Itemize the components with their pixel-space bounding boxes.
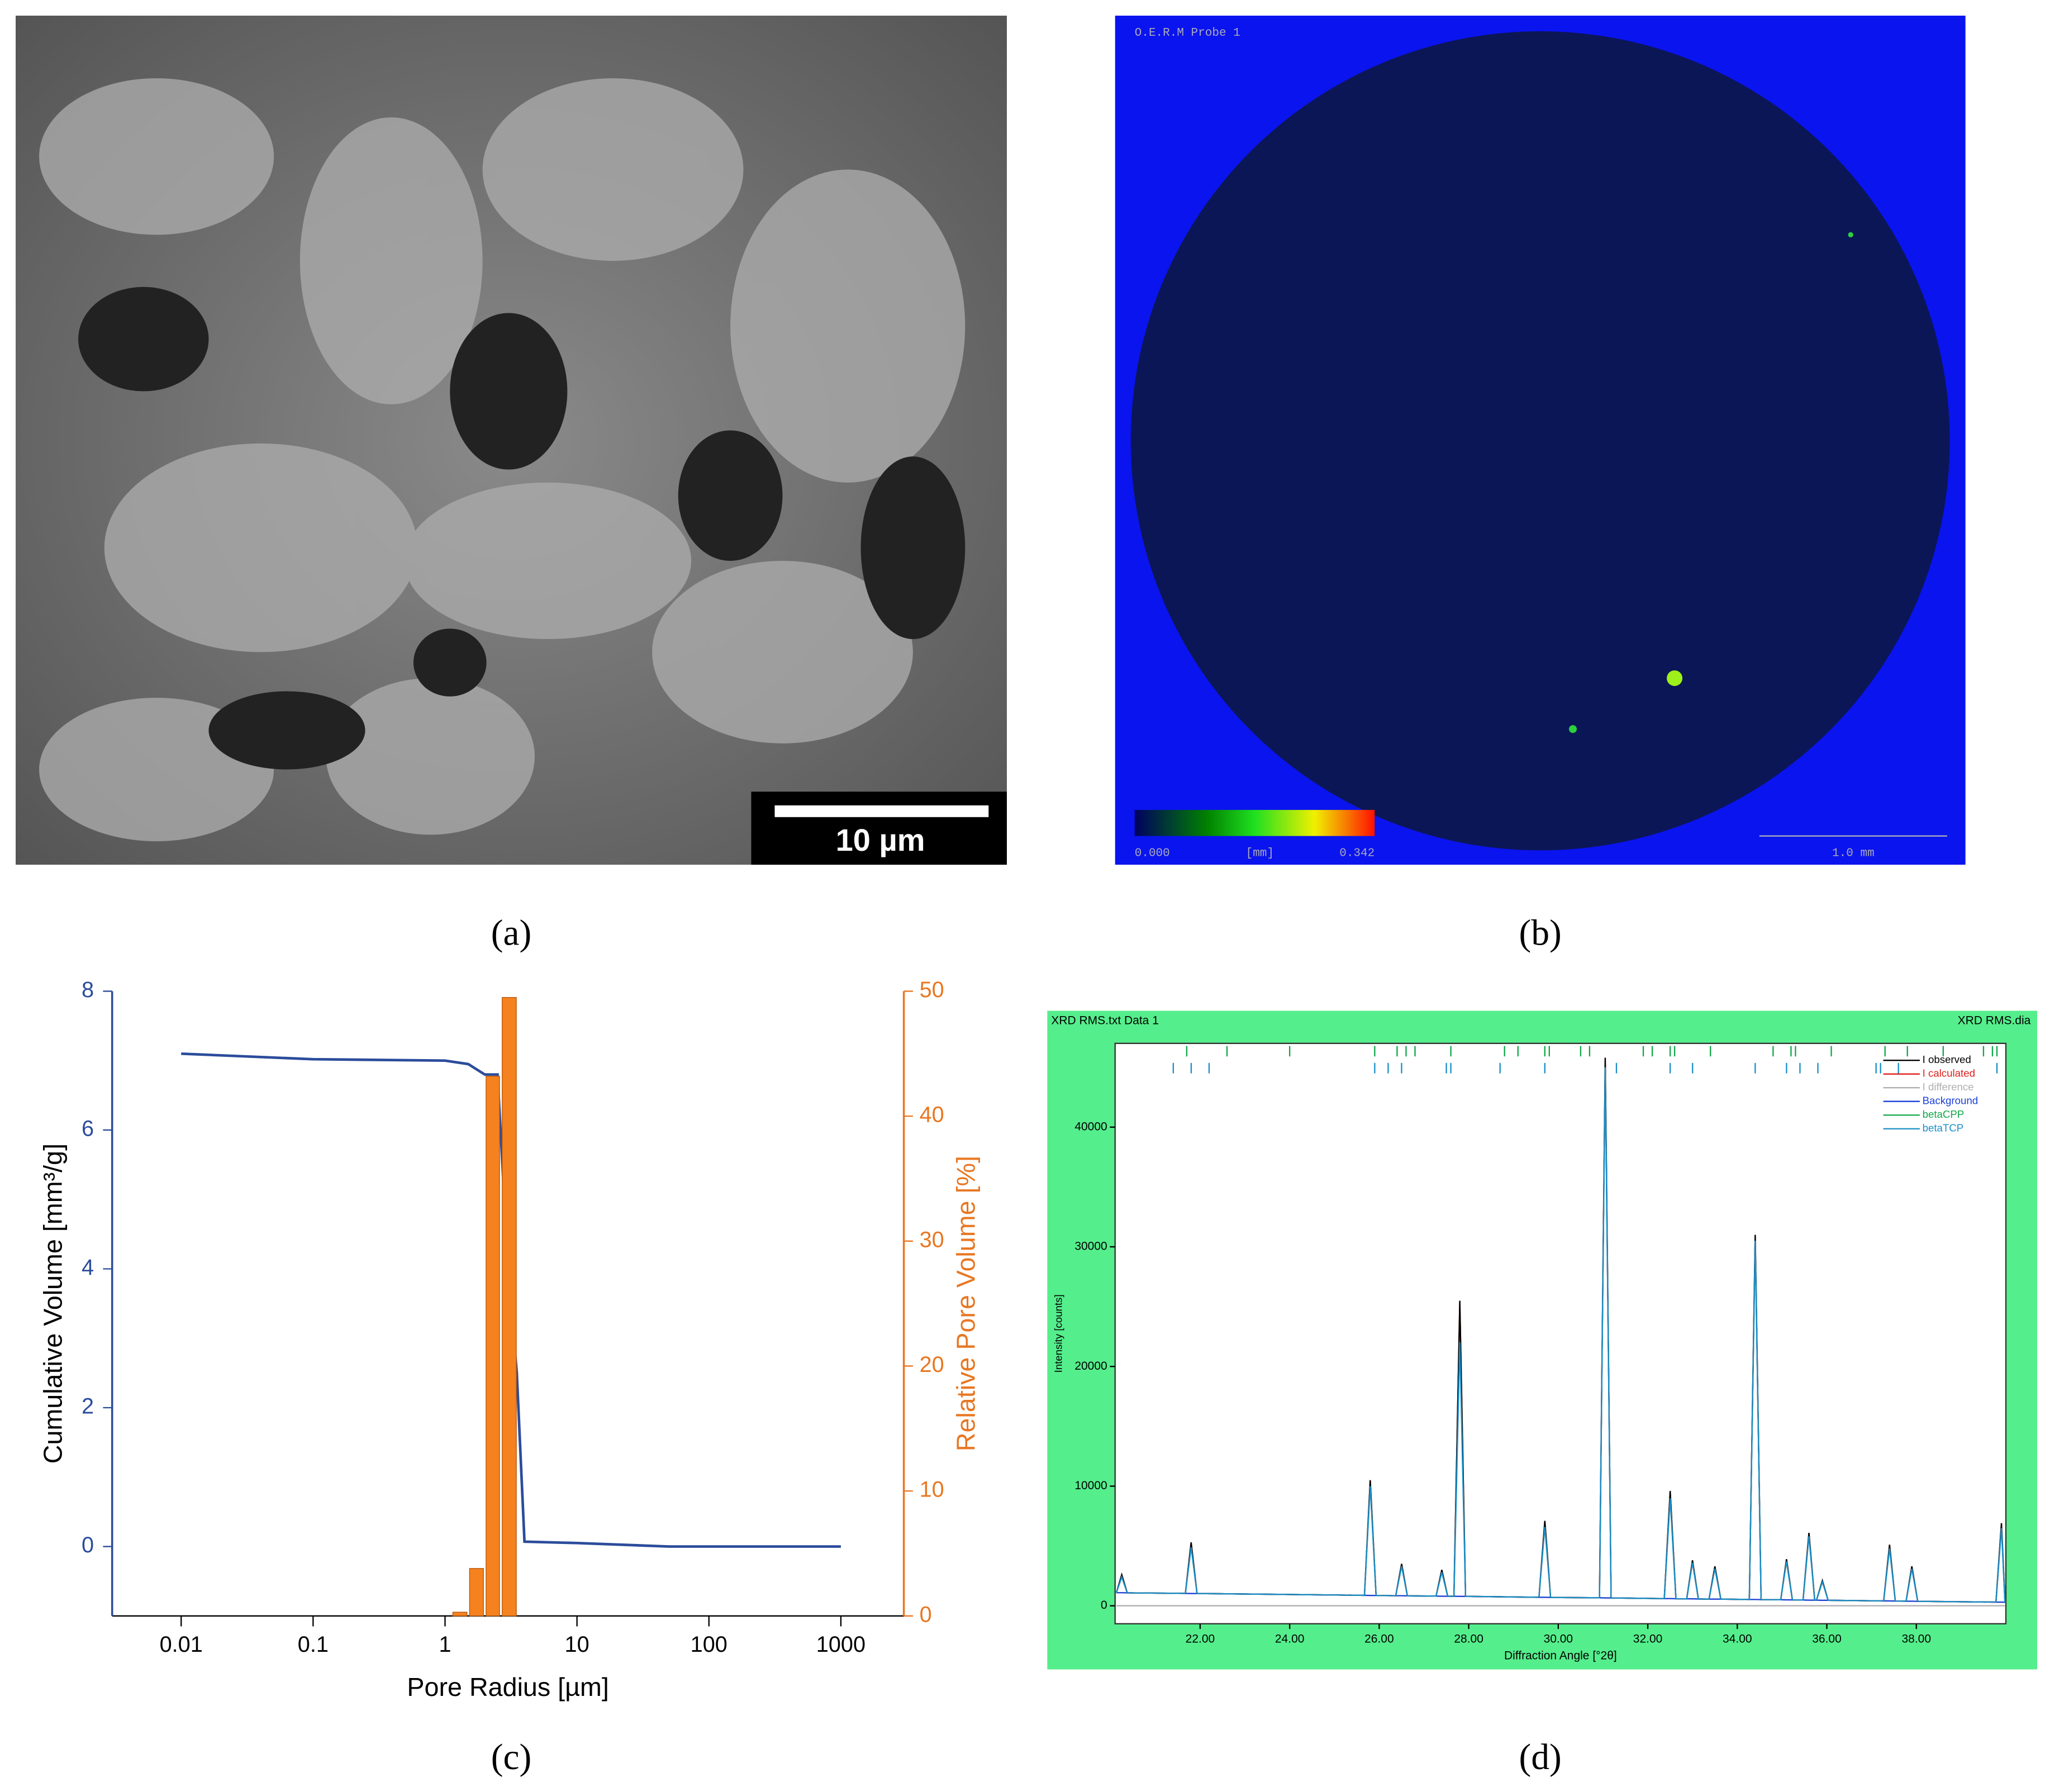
y2-axis-label: Relative Pore Volume [%] [951, 1156, 980, 1451]
x-tick-label: 38.00 [1901, 1632, 1931, 1645]
caption: (d) [1519, 1737, 1562, 1777]
caption: (c) [491, 1737, 532, 1777]
chart-subtitle: XRD RMS.dia [1958, 1014, 2031, 1027]
x-tick-label: 32.00 [1633, 1632, 1663, 1645]
bar [502, 997, 517, 1617]
scale-bar-label: 1.0 mm [1832, 847, 1875, 860]
chart-title: XRD RMS.txt Data 1 [1051, 1014, 1159, 1027]
x-axis-label: Diffraction Angle [°2θ] [1504, 1650, 1617, 1662]
x-axis-label: Pore Radius [µm] [407, 1672, 608, 1702]
bar [452, 1612, 468, 1617]
y-tick-label: 0 [82, 1533, 94, 1557]
caption: (b) [1519, 913, 1562, 953]
y-tick-label: 8 [82, 978, 94, 1002]
y-tick-label: 4 [82, 1255, 94, 1280]
y-tick-label: 40000 [1074, 1120, 1107, 1133]
y2-tick-label: 10 [920, 1478, 944, 1502]
ct-title: O.E.R.M Probe 1 [1135, 27, 1240, 40]
x-tick-label: 100 [691, 1632, 727, 1657]
colorbar-max: 0.342 [1339, 847, 1375, 860]
y2-tick-label: 40 [920, 1103, 944, 1127]
x-tick-label: 34.00 [1723, 1632, 1752, 1645]
x-tick-label: 36.00 [1812, 1632, 1842, 1645]
legend-label: betaTCP [1923, 1122, 1964, 1134]
y2-tick-label: 30 [920, 1227, 944, 1252]
x-tick-label: 22.00 [1186, 1632, 1215, 1645]
bar [486, 1075, 500, 1617]
legend-label: I observed [1923, 1054, 1971, 1065]
y2-tick-label: 50 [920, 978, 944, 1002]
xrd-plot-area [1114, 1042, 2007, 1624]
y-tick-label: 30000 [1074, 1240, 1107, 1253]
x-tick-label: 10 [565, 1632, 589, 1657]
legend-label: betaCPP [1923, 1108, 1965, 1120]
line [1115, 1067, 2006, 1603]
x-tick-label: 28.00 [1454, 1632, 1483, 1645]
legend-label: I calculated [1923, 1067, 1975, 1079]
y-tick-label: 0 [1101, 1599, 1107, 1612]
x-tick-label: 24.00 [1275, 1632, 1305, 1645]
x-tick-label: 0.1 [298, 1632, 329, 1657]
y-axis-label: Intensity [counts] [1052, 1294, 1064, 1372]
y-tick-label: 20000 [1074, 1360, 1107, 1372]
x-tick-label: 1 [439, 1632, 451, 1657]
colorbar-min: 0.000 [1135, 847, 1170, 860]
ct-image: O.E.R.M Probe 1 0.000 [mm] 0.342 1.0 mm [1115, 16, 1966, 865]
x-tick-label: 30.00 [1544, 1632, 1573, 1645]
x-tick-label: 26.00 [1364, 1632, 1394, 1645]
sem-image: 10 µm [16, 16, 1007, 865]
y-tick-label: 10000 [1074, 1479, 1107, 1492]
scale-bar-label: 10 µm [836, 822, 925, 857]
colorbar-unit: [mm] [1246, 847, 1274, 860]
legend-label: Background [1923, 1095, 1979, 1107]
y-tick-label: 6 [82, 1116, 94, 1141]
x-tick-label: 1000 [816, 1632, 865, 1657]
y2-tick-label: 0 [920, 1602, 932, 1627]
y2-tick-label: 20 [920, 1352, 944, 1377]
y-axis-label: Cumulative Volume [mm³/g] [38, 1143, 67, 1464]
caption: (a) [491, 913, 532, 953]
x-tick-label: 0.01 [160, 1632, 203, 1657]
y-tick-label: 2 [82, 1394, 94, 1418]
legend-label: I difference [1923, 1081, 1974, 1093]
bar [469, 1568, 484, 1617]
